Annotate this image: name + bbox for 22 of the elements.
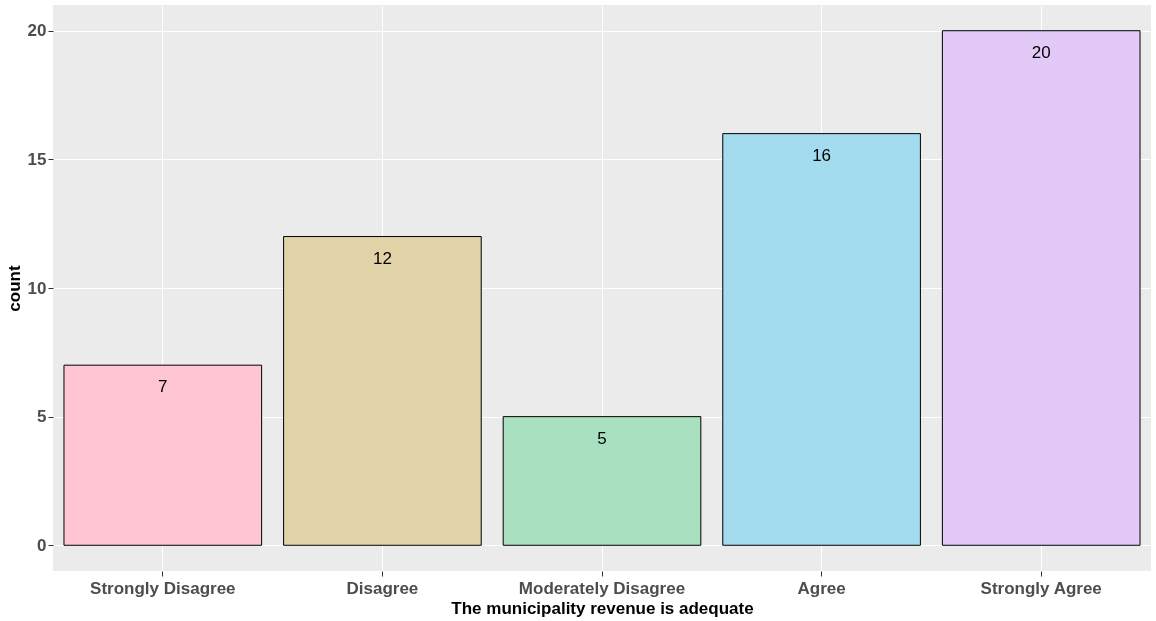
y-tick-label: 0 <box>37 535 47 555</box>
y-tick-label: 5 <box>37 407 47 427</box>
y-tick-label: 20 <box>27 21 47 41</box>
data-label: 20 <box>1031 42 1051 62</box>
y-tick-label: 10 <box>27 278 47 298</box>
data-label: 5 <box>597 428 607 448</box>
data-label: 12 <box>372 248 392 268</box>
x-tick-label: Disagree <box>346 578 419 598</box>
y-axis-title: count <box>4 265 24 312</box>
bar <box>722 133 921 546</box>
x-tick-label: Moderately Disagree <box>518 578 686 598</box>
bar <box>63 364 263 546</box>
x-axis-title: The municipality revenue is adequate <box>451 598 754 618</box>
y-tick-label: 15 <box>27 149 47 169</box>
x-tick-label: Agree <box>797 578 846 598</box>
bar <box>283 236 482 546</box>
data-label: 16 <box>812 145 832 165</box>
x-tick-label: Strongly Agree <box>980 578 1102 598</box>
bar <box>502 416 702 546</box>
data-label: 7 <box>158 377 168 397</box>
x-tick-label: Strongly Disagree <box>90 578 236 598</box>
bar <box>941 30 1141 546</box>
